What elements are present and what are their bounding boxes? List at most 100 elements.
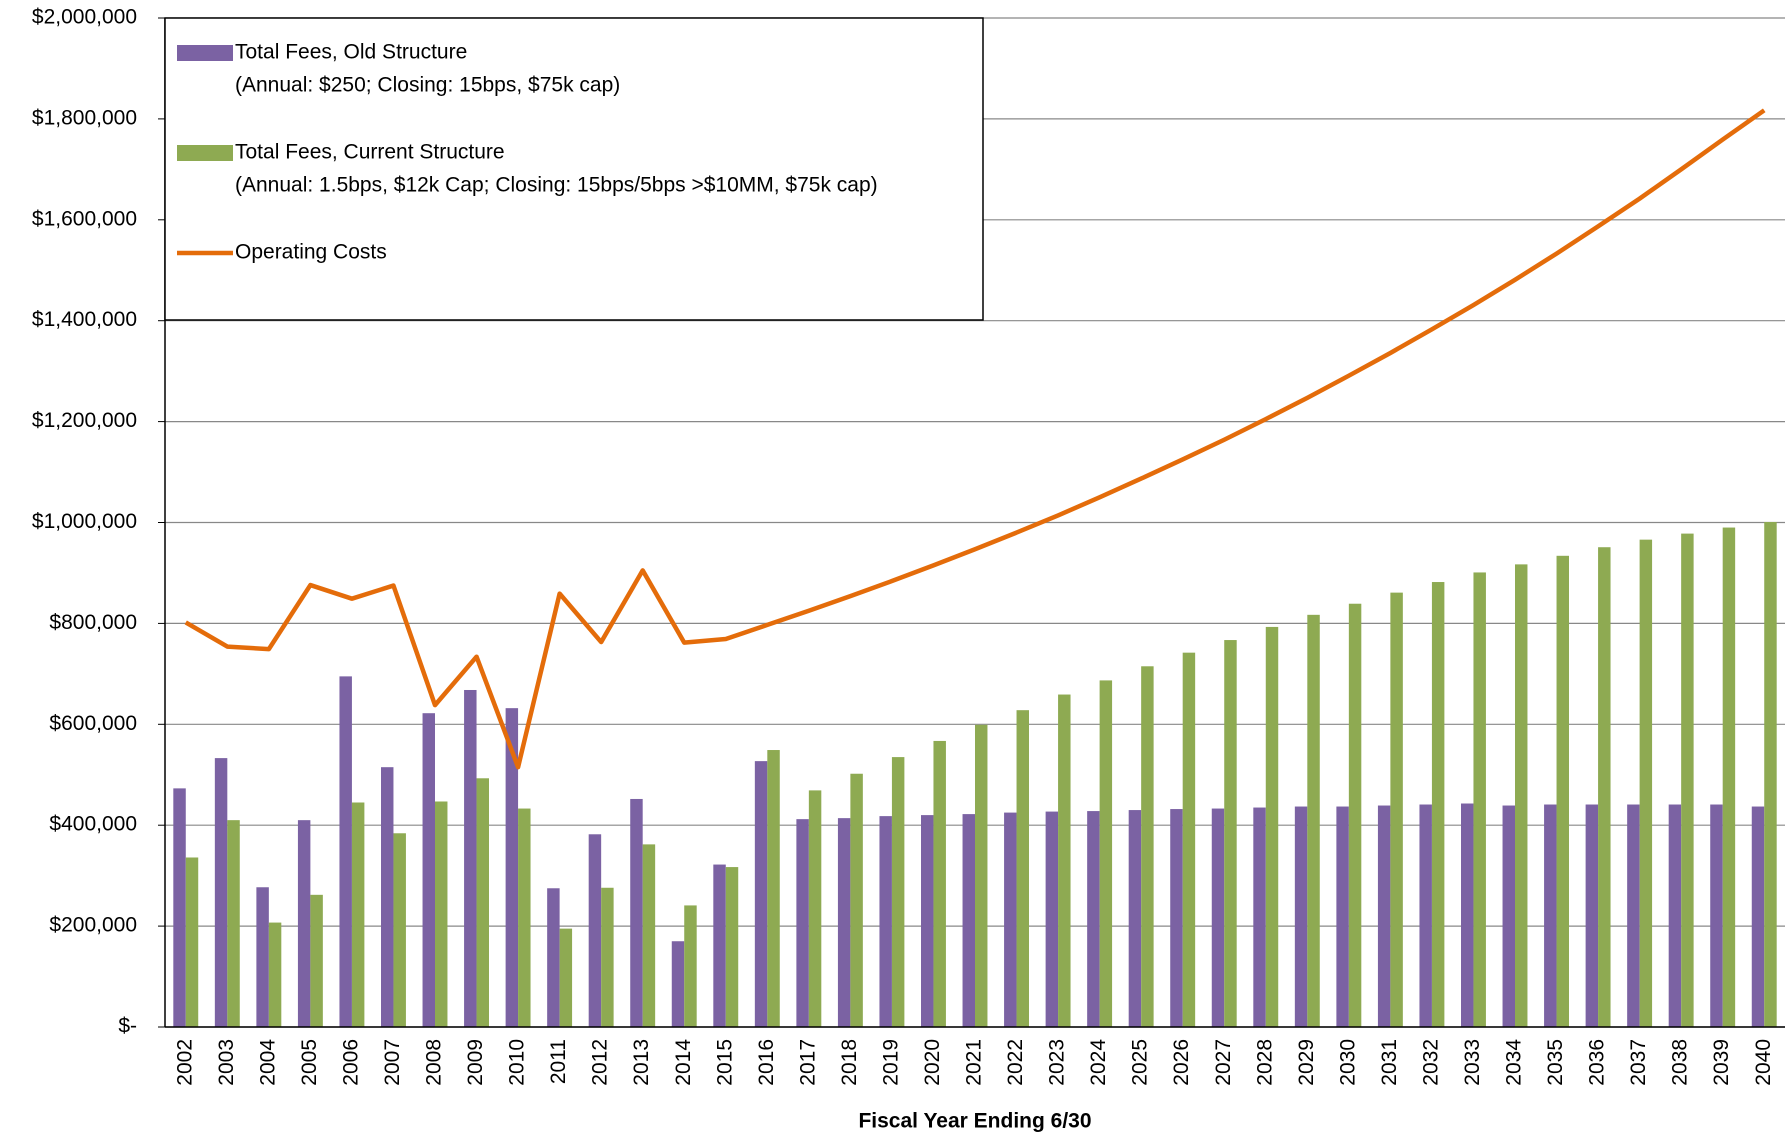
- bar: [767, 750, 780, 1027]
- bar: [1307, 614, 1320, 1027]
- bar: [642, 844, 656, 1027]
- bar: [1710, 804, 1723, 1027]
- x-tick-label: 2002: [173, 1039, 196, 1086]
- bar: [850, 773, 863, 1027]
- bar: [1128, 810, 1142, 1027]
- bar: [1751, 806, 1765, 1027]
- x-tick-label: 2038: [1669, 1039, 1692, 1086]
- bar: [310, 894, 323, 1027]
- bar: [464, 689, 477, 1027]
- bar: [559, 928, 573, 1027]
- x-tick-label: 2026: [1170, 1039, 1193, 1086]
- bar: [1224, 640, 1237, 1027]
- x-tick-label: 2035: [1544, 1039, 1567, 1086]
- x-tick-label: 2017: [796, 1039, 819, 1086]
- legend-label: Total Fees, Old Structure: [235, 41, 467, 64]
- y-tick-label: $1,800,000: [32, 106, 137, 129]
- y-tick-label: $1,200,000: [32, 409, 137, 432]
- bar: [351, 802, 365, 1027]
- bar: [1668, 804, 1682, 1027]
- x-tick-label: 2014: [672, 1039, 695, 1086]
- y-tick-label: $1,000,000: [32, 510, 137, 533]
- bar: [505, 708, 519, 1027]
- y-tick-label: $1,600,000: [32, 207, 137, 230]
- x-axis-title: Fiscal Year Ending 6/30: [858, 1110, 1091, 1133]
- x-tick-label: 2037: [1627, 1039, 1650, 1086]
- bar: [630, 798, 643, 1027]
- bar: [837, 818, 851, 1027]
- bar: [1045, 811, 1059, 1027]
- x-tick-label: 2025: [1129, 1039, 1152, 1086]
- x-tick-label: 2007: [381, 1039, 404, 1086]
- bar: [1265, 626, 1279, 1027]
- bar: [933, 740, 946, 1027]
- x-tick-label: 2022: [1004, 1039, 1027, 1086]
- x-tick-label: 2032: [1419, 1039, 1442, 1086]
- x-tick-label: 2018: [838, 1039, 861, 1086]
- bar: [1170, 809, 1183, 1027]
- y-tick-label: $-: [118, 1015, 137, 1038]
- legend-description: (Annual: 1.5bps, $12k Cap; Closing: 15bp…: [235, 174, 878, 197]
- x-tick-label: 2028: [1253, 1039, 1276, 1086]
- y-tick-label: $400,000: [49, 813, 137, 836]
- bar: [962, 814, 975, 1027]
- bar: [1502, 805, 1515, 1027]
- x-tick-label: 2005: [298, 1039, 321, 1086]
- y-tick-label: $600,000: [49, 712, 137, 735]
- legend: Total Fees, Old Structure (Annual: $250; …: [164, 17, 984, 321]
- bar: [476, 778, 489, 1027]
- bar: [1182, 652, 1196, 1027]
- x-tick-label: 2020: [921, 1039, 944, 1086]
- bar: [1627, 804, 1640, 1027]
- x-tick-label: 2040: [1752, 1039, 1775, 1086]
- bar: [214, 758, 228, 1027]
- x-tick-label: 2019: [879, 1039, 902, 1086]
- bar: [185, 857, 199, 1027]
- bar: [393, 833, 406, 1027]
- bar: [268, 922, 282, 1027]
- bar: [381, 767, 394, 1027]
- y-tick-label: $1,400,000: [32, 308, 137, 331]
- x-tick-label: 2012: [589, 1039, 612, 1086]
- line-series: [184, 108, 1766, 770]
- bar: [808, 790, 822, 1027]
- x-tick-label: 2016: [755, 1039, 778, 1086]
- x-tick-label: 2031: [1378, 1039, 1401, 1086]
- bar: [1419, 804, 1432, 1027]
- legend-box: [164, 17, 984, 321]
- legend-description: (Annual: $250; Closing: 15bps, $75k cap): [235, 74, 620, 97]
- bar: [754, 761, 768, 1027]
- x-tick-label: 2003: [215, 1039, 238, 1086]
- x-tick-label: 2008: [423, 1039, 446, 1086]
- y-tick-label: $800,000: [49, 611, 137, 634]
- bar: [256, 887, 269, 1027]
- legend-swatch: [177, 45, 233, 61]
- bar: [1099, 680, 1113, 1027]
- bar: [435, 801, 448, 1027]
- x-tick-label: 2010: [506, 1039, 529, 1086]
- bar: [297, 820, 311, 1027]
- x-tick-label: 2034: [1503, 1039, 1526, 1086]
- bar: [1556, 555, 1569, 1027]
- x-tick-label: 2024: [1087, 1039, 1110, 1086]
- x-tick-label: 2011: [547, 1039, 570, 1084]
- x-tick-label: 2033: [1461, 1039, 1484, 1086]
- x-tick-label: 2030: [1336, 1039, 1359, 1086]
- bar: [1473, 572, 1486, 1027]
- x-tick-label: 2006: [339, 1039, 362, 1086]
- bar: [1598, 547, 1611, 1027]
- legend-swatch: [177, 145, 233, 161]
- bar: [1016, 710, 1029, 1027]
- x-tick-label: 2004: [256, 1039, 279, 1086]
- bar: [975, 724, 988, 1027]
- legend-label: Operating Costs: [235, 241, 387, 264]
- bar: [671, 941, 685, 1027]
- bar: [1348, 603, 1362, 1027]
- x-tick-label: 2036: [1586, 1039, 1609, 1086]
- x-tick-label: 2009: [464, 1039, 487, 1086]
- bar: [891, 757, 905, 1027]
- bar: [1639, 539, 1653, 1027]
- bar: [713, 864, 726, 1027]
- bar: [1253, 807, 1266, 1027]
